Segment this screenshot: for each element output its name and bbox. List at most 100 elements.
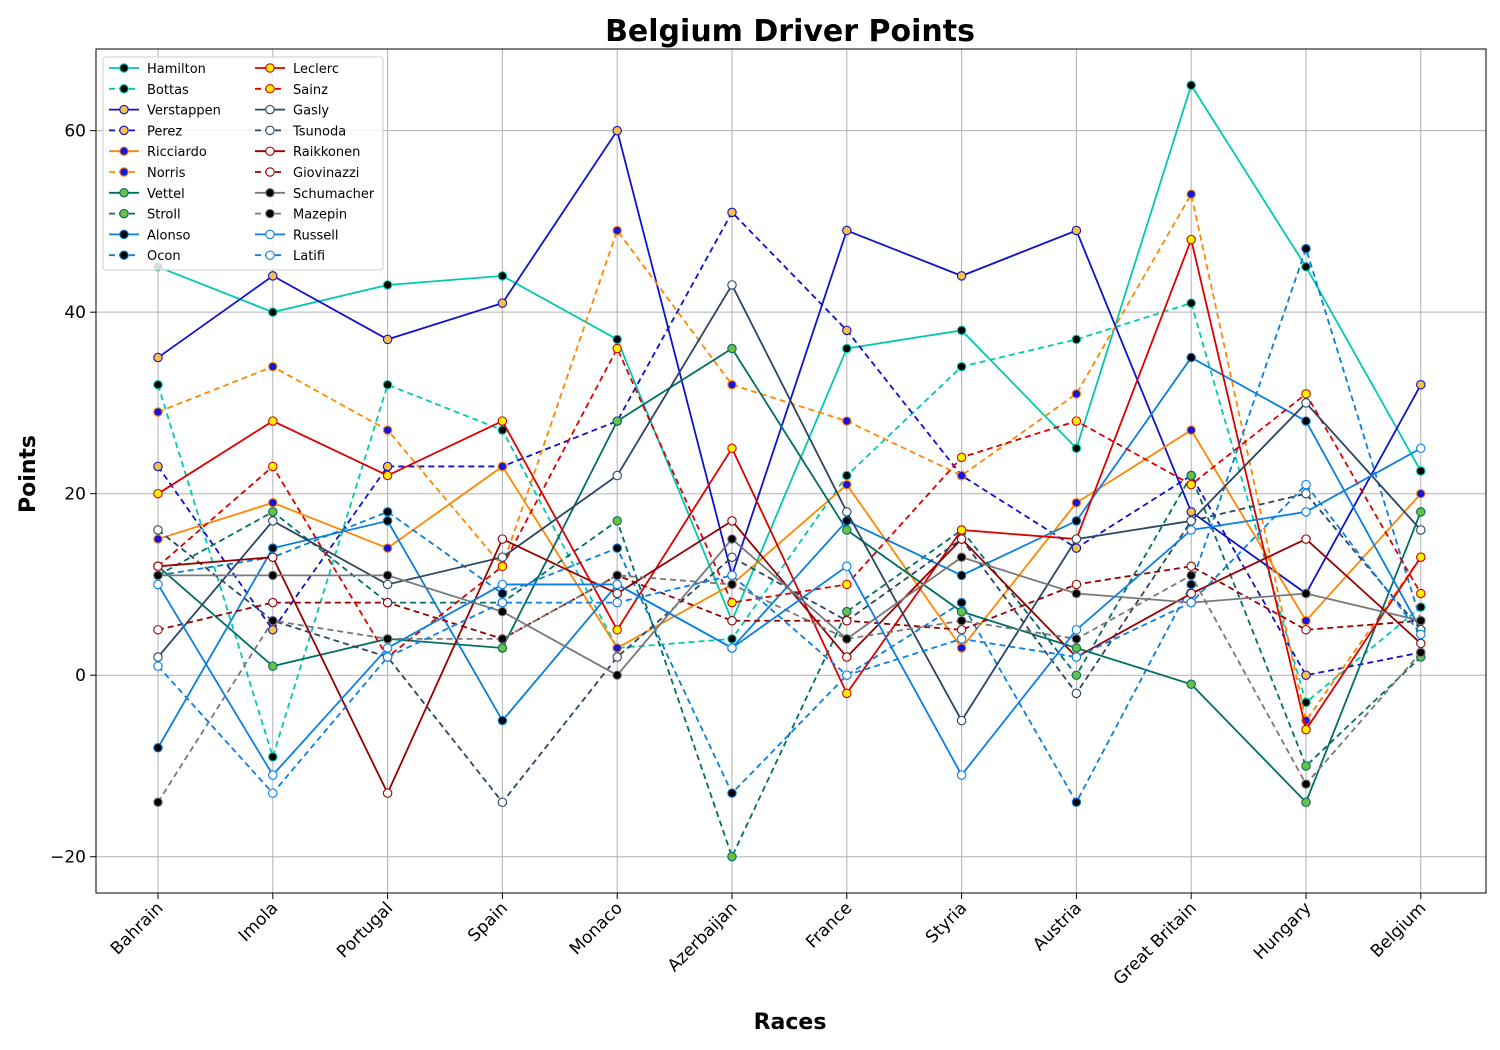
data-point bbox=[727, 643, 737, 653]
data-point bbox=[382, 652, 393, 662]
series-mazepin bbox=[153, 570, 1426, 807]
data-point bbox=[956, 361, 967, 372]
data-point bbox=[842, 561, 852, 572]
legend-entry: Perez bbox=[109, 124, 182, 139]
series-line bbox=[157, 301, 1422, 760]
data-point bbox=[382, 516, 393, 526]
data-point bbox=[1071, 334, 1082, 345]
series-line bbox=[157, 473, 1422, 860]
data-point bbox=[727, 343, 737, 354]
y-tick-label: −20 bbox=[50, 848, 86, 868]
data-point bbox=[153, 407, 163, 417]
data-point bbox=[1071, 588, 1082, 599]
data-point bbox=[268, 543, 278, 553]
legend-marker bbox=[265, 146, 275, 156]
data-point bbox=[1301, 588, 1311, 599]
data-point bbox=[1071, 516, 1082, 526]
legend-label: Perez bbox=[147, 124, 182, 139]
data-point bbox=[1071, 389, 1082, 399]
legend-marker bbox=[265, 125, 275, 136]
data-point bbox=[1071, 652, 1082, 662]
series-schumacher bbox=[153, 534, 1426, 680]
data-point bbox=[1071, 534, 1082, 544]
data-point bbox=[727, 380, 737, 390]
series-line bbox=[157, 245, 1422, 805]
data-point bbox=[382, 461, 393, 472]
data-point bbox=[1186, 561, 1196, 572]
data-point bbox=[382, 597, 393, 608]
data-point bbox=[1186, 189, 1196, 199]
data-point bbox=[727, 516, 737, 526]
legend-label: Hamilton bbox=[147, 62, 206, 77]
data-point bbox=[497, 461, 508, 472]
series-russell bbox=[153, 443, 1426, 780]
data-point bbox=[153, 352, 163, 363]
data-point bbox=[727, 552, 737, 562]
data-point bbox=[1301, 416, 1311, 426]
data-point bbox=[153, 661, 163, 671]
data-point bbox=[1301, 479, 1311, 490]
data-point bbox=[1071, 688, 1082, 699]
data-point bbox=[842, 416, 852, 426]
data-point bbox=[497, 643, 508, 653]
series-line bbox=[157, 346, 1422, 659]
data-point bbox=[497, 634, 508, 644]
y-tick-label: 60 bbox=[64, 122, 86, 142]
series-line bbox=[157, 83, 1422, 624]
legend-label: Ricciardo bbox=[147, 145, 207, 160]
data-point bbox=[842, 325, 852, 336]
legend-marker bbox=[265, 167, 275, 177]
data-point bbox=[497, 579, 508, 590]
legend-marker bbox=[265, 250, 275, 260]
data-point bbox=[1186, 80, 1196, 91]
data-point bbox=[382, 634, 393, 644]
data-point bbox=[268, 271, 278, 281]
data-point bbox=[153, 488, 163, 499]
data-point bbox=[612, 125, 622, 136]
data-point bbox=[612, 516, 622, 526]
data-point bbox=[956, 325, 967, 336]
legend-label: Russell bbox=[293, 228, 338, 243]
data-point bbox=[268, 661, 278, 671]
y-tick-label: 40 bbox=[64, 303, 86, 323]
data-point bbox=[842, 615, 852, 626]
data-point bbox=[842, 507, 852, 517]
data-point bbox=[153, 534, 163, 544]
data-point bbox=[956, 525, 967, 535]
data-point bbox=[1301, 670, 1311, 680]
series-line bbox=[157, 447, 1422, 777]
legend-entry: Russell bbox=[255, 228, 338, 243]
data-point bbox=[497, 534, 508, 544]
data-point bbox=[382, 470, 393, 481]
legend-entry: Latifi bbox=[255, 249, 325, 264]
data-point bbox=[1416, 466, 1426, 476]
data-point bbox=[1301, 262, 1311, 272]
series-line bbox=[157, 356, 1422, 749]
data-point bbox=[268, 597, 278, 608]
data-point bbox=[153, 380, 163, 390]
legend-entry: Bottas bbox=[109, 83, 189, 98]
data-point bbox=[842, 606, 852, 617]
data-point bbox=[1301, 243, 1311, 254]
legend-entry: Ocon bbox=[109, 249, 181, 264]
data-point bbox=[1186, 579, 1196, 590]
data-point bbox=[1416, 629, 1426, 640]
data-point bbox=[612, 597, 622, 608]
data-point bbox=[382, 380, 393, 390]
data-point bbox=[153, 461, 163, 472]
y-axis-title: Points bbox=[16, 435, 41, 513]
data-point bbox=[1416, 638, 1426, 649]
legend-label: Verstappen bbox=[147, 104, 221, 119]
data-point bbox=[612, 652, 622, 662]
series-line bbox=[157, 283, 1422, 723]
legend-entry: Ricciardo bbox=[109, 145, 207, 160]
legend-marker bbox=[265, 104, 275, 115]
data-point bbox=[956, 271, 967, 281]
series-ricciardo bbox=[153, 425, 1426, 653]
data-point bbox=[727, 851, 737, 862]
data-point bbox=[382, 425, 393, 435]
legend-label: Norris bbox=[147, 166, 186, 181]
data-point bbox=[153, 743, 163, 753]
series-group bbox=[153, 80, 1426, 862]
